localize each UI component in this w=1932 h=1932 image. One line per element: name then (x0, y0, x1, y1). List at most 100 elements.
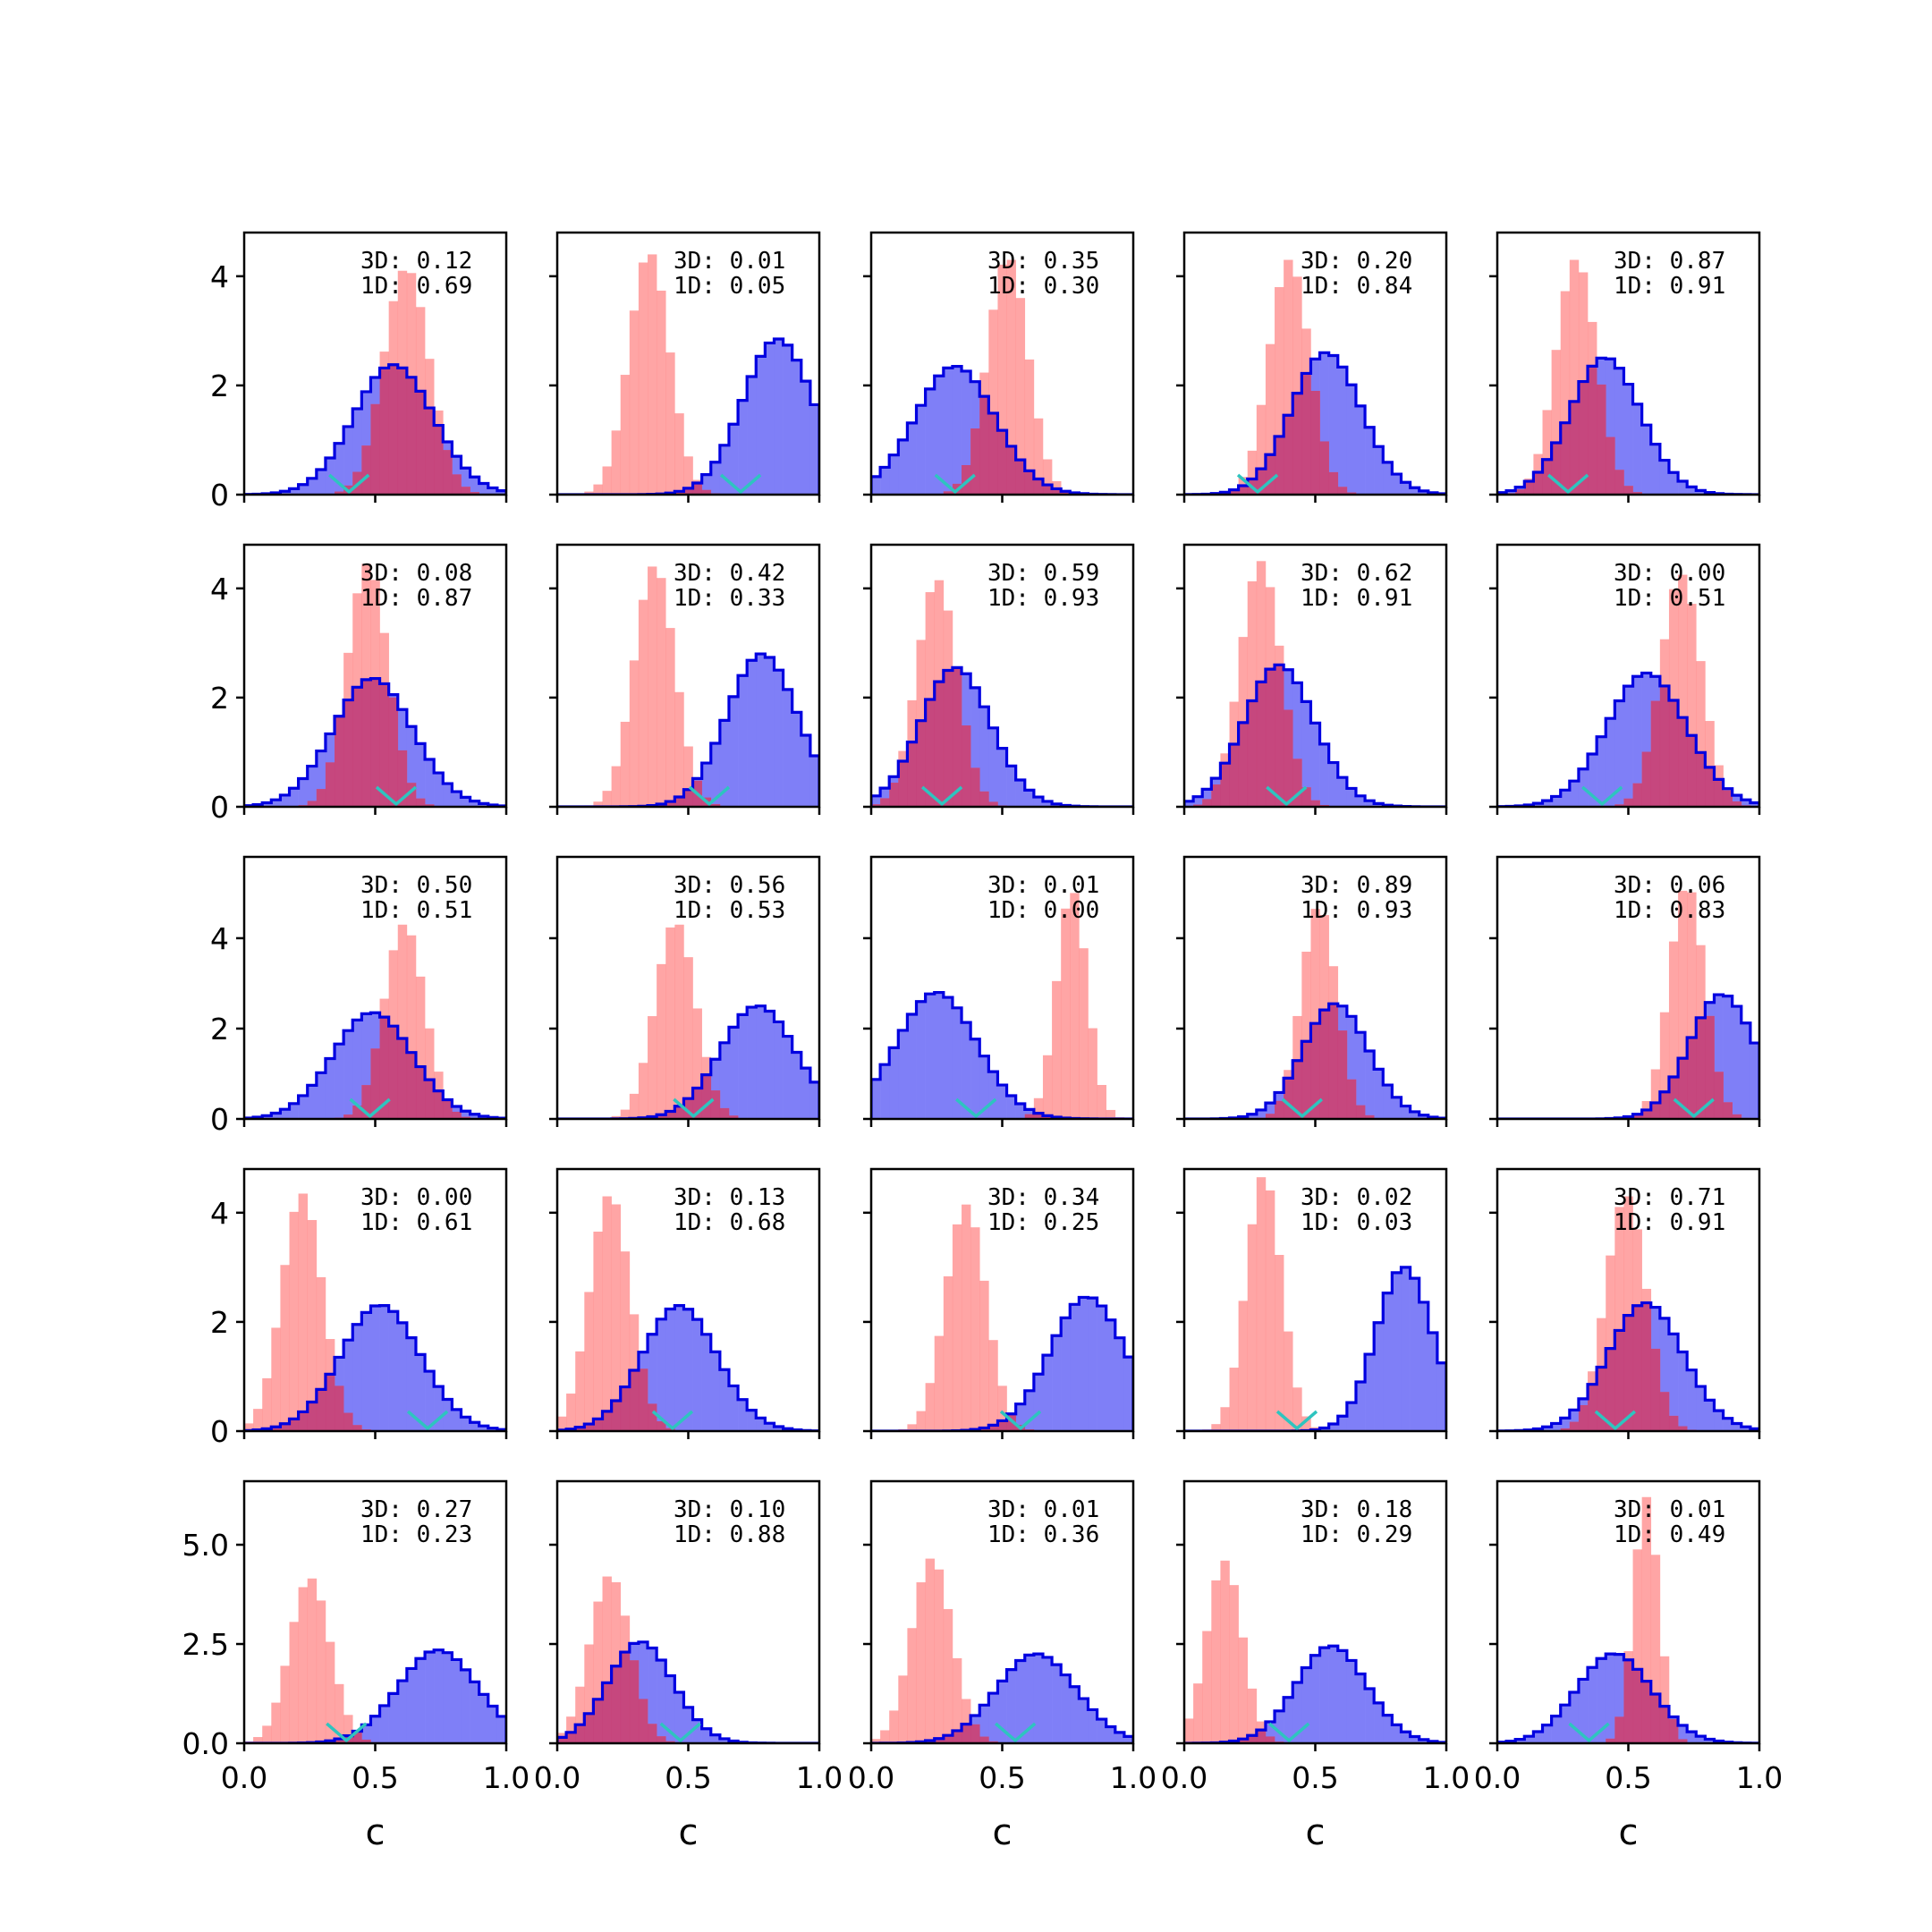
blue-hist-bar (379, 1305, 389, 1431)
blue-hist-bar (701, 1334, 712, 1431)
overlap-hist-bar (361, 679, 371, 807)
overlap-hist-bar (379, 683, 389, 807)
blue-hist-bar (479, 483, 489, 495)
blue-hist-bar (1114, 1732, 1125, 1743)
overlap-hist-bar (1247, 700, 1258, 807)
blue-hist-bar (701, 763, 712, 807)
blue-hist-bar (262, 802, 272, 807)
blue-hist-bar (1678, 480, 1688, 495)
blue-hist-bar (298, 778, 309, 807)
red-hist-bar (1275, 286, 1284, 495)
overlap-hist-bar (335, 1739, 344, 1743)
red-hist-bar (593, 1231, 603, 1431)
red-hist-bar (1614, 1207, 1624, 1431)
overlap-hist-bar (629, 1369, 640, 1431)
blue-hist-bar (962, 370, 971, 495)
score-1d-label: 1D: 0.51 (1614, 585, 1725, 612)
overlap-hist-bar (379, 1017, 389, 1119)
blue-hist-bar (1337, 1416, 1348, 1431)
blue-hist-bar (1355, 1032, 1366, 1119)
red-hist-bar (1061, 908, 1071, 1119)
blue-hist-bar (1015, 1403, 1026, 1431)
overlap-hist-bar (1650, 1348, 1661, 1431)
blue-hist-bar (406, 1337, 417, 1431)
blue-hist-bar (443, 1652, 453, 1743)
red-hist-bar (979, 1280, 989, 1431)
red-hist-bar (307, 1220, 318, 1431)
blue-hist-bar (1506, 490, 1516, 495)
overlap-hist-bar (970, 1724, 980, 1743)
red-hist-bar (988, 309, 998, 495)
overlap-hist-bar (952, 667, 962, 807)
score-1d-label: 1D: 0.83 (1614, 897, 1725, 924)
overlap-hist-bar (316, 1389, 326, 1431)
overlap-hist-bar (1632, 783, 1642, 807)
blue-hist-bar (756, 1418, 766, 1431)
blue-hist-bar (809, 756, 819, 807)
blue-hist-bar (298, 484, 309, 495)
blue-hist-bar (280, 491, 290, 495)
score-1d-label: 1D: 0.29 (1301, 1521, 1412, 1548)
blue-hist-bar (1732, 1006, 1742, 1119)
overlap-hist-bar (907, 741, 917, 807)
overlap-hist-bar (701, 489, 712, 495)
true-value-marker (651, 1410, 694, 1431)
red-hist-bar (1650, 1555, 1661, 1743)
blue-hist-bar (1355, 795, 1366, 807)
blue-hist-bar (1588, 1667, 1597, 1743)
overlap-hist-bar (1732, 1114, 1742, 1119)
overlap-hist-bar (1061, 491, 1071, 495)
overlap-hist-bar (566, 1732, 576, 1743)
red-hist-bar (1606, 1255, 1615, 1431)
overlap-hist-bar (1247, 1735, 1258, 1743)
blue-hist-bar (738, 1399, 748, 1431)
blue-hist-bar (479, 1426, 489, 1431)
score-3d-label: 3D: 0.18 (1301, 1496, 1412, 1523)
blue-hist-bar (470, 801, 479, 807)
overlap-hist-bar (575, 1724, 585, 1743)
red-hist-bar (316, 1600, 326, 1743)
blue-hist-bar (1042, 1355, 1053, 1431)
blue-hist-bar (1741, 1022, 1751, 1119)
x-tick-label: 0.0 (1161, 1760, 1208, 1795)
overlap-hist-bar (683, 789, 693, 807)
red-hist-bar (316, 1276, 326, 1431)
overlap-hist-bar (352, 1732, 362, 1743)
blue-hist-bar (335, 1044, 344, 1119)
blue-hist-bar (1696, 1736, 1706, 1743)
overlap-hist-bar (443, 1099, 453, 1119)
blue-hist-bar (692, 1319, 702, 1431)
red-hist-bar (934, 1569, 945, 1743)
red-hist-bar (629, 310, 640, 495)
blue-hist-bar (1024, 1390, 1035, 1431)
score-3d-label: 3D: 0.56 (674, 872, 785, 899)
blue-hist-bar (1355, 405, 1366, 495)
blue-hist-bar (728, 1385, 739, 1431)
blue-hist-outline (1497, 1301, 1759, 1431)
red-hist-bar (602, 1576, 612, 1743)
red-hist-bar (916, 1411, 926, 1431)
x-tick-label: 0.0 (534, 1760, 580, 1795)
x-axis-label: c (1306, 1812, 1326, 1853)
blue-hist-bar (1006, 1669, 1016, 1743)
blue-hist-bar (683, 1309, 693, 1431)
blue-hist-bar (657, 1660, 666, 1743)
score-1d-label: 1D: 0.49 (1614, 1521, 1725, 1548)
blue-hist-bar (1097, 1306, 1106, 1431)
blue-hist-bar (397, 1681, 408, 1743)
x-axis-label: c (1619, 1812, 1639, 1853)
blue-hist-bar (719, 1369, 730, 1431)
red-hist-bar (298, 1193, 309, 1431)
overlap-hist-bar (1614, 470, 1624, 495)
red-hist-bar (1301, 952, 1311, 1119)
blue-hist-bar (1033, 797, 1044, 807)
overlap-hist-bar (1256, 1730, 1267, 1743)
overlap-hist-bar (316, 789, 326, 807)
overlap-hist-bar (1292, 1060, 1302, 1119)
score-3d-label: 3D: 0.01 (674, 248, 785, 275)
blue-hist-bar (1355, 1381, 1366, 1431)
blue-hist-bar (765, 1011, 775, 1119)
